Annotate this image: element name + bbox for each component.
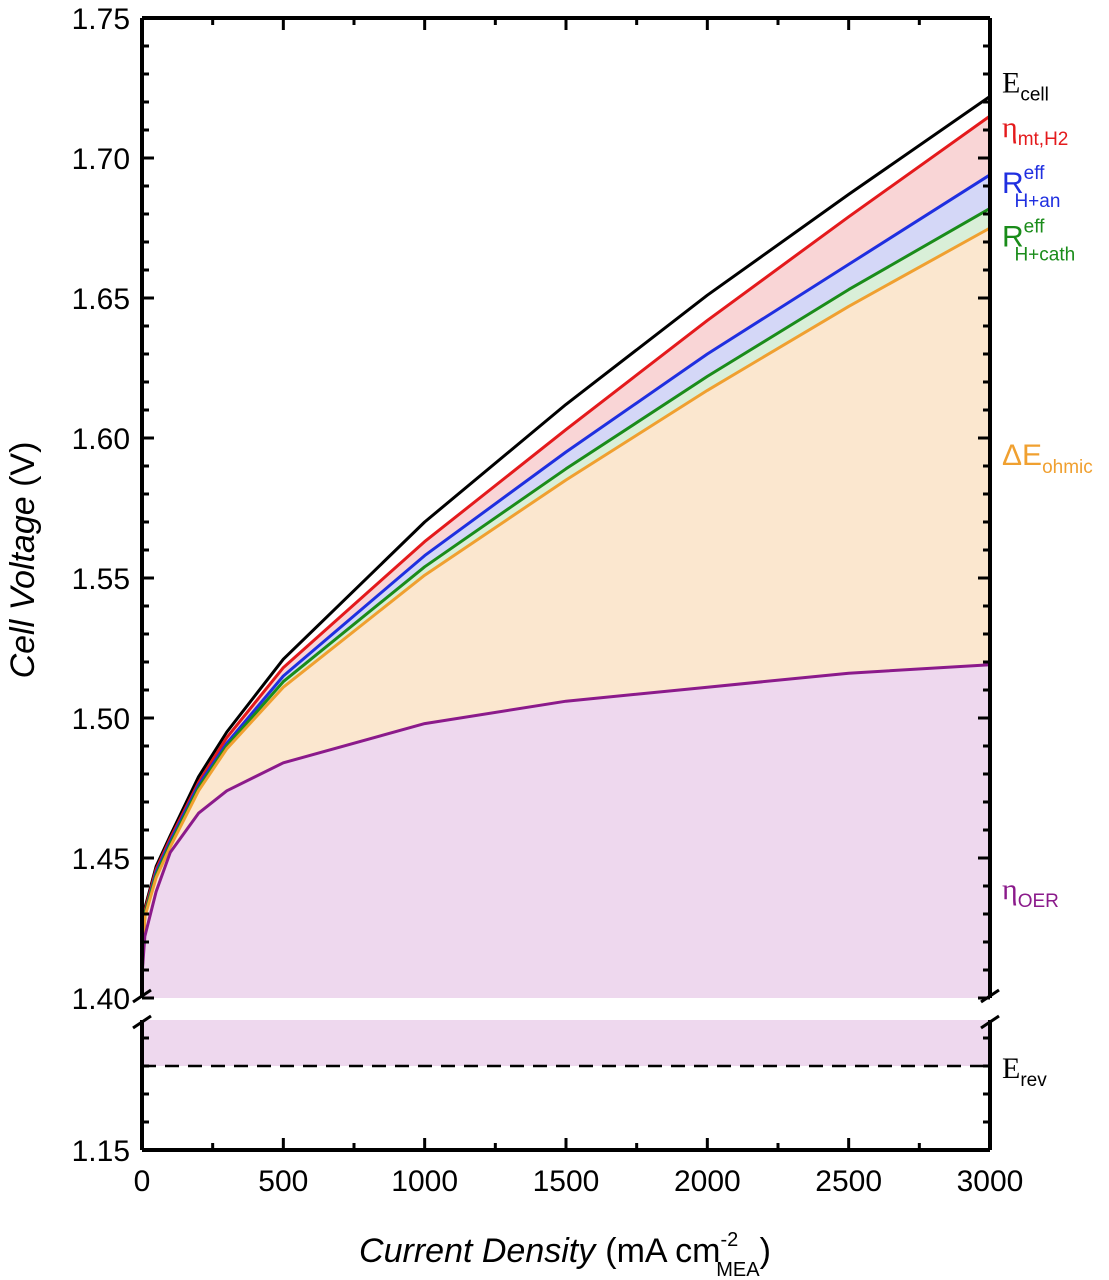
y-tick-label: 1.15 — [72, 1135, 130, 1168]
y-tick-label: 1.65 — [72, 283, 130, 316]
y-axis-title: Cell Voltage (V) — [4, 442, 42, 679]
annotation-erev: Erev — [1002, 1052, 1047, 1091]
x-tick-label: 3000 — [957, 1165, 1024, 1198]
band-mt — [142, 116, 990, 976]
tick-labels: 0 500 1000 1500 2000 2500 3000 1.40 1.45 1.50 1.55… — [72, 3, 1024, 1198]
axis-ticks — [140, 16, 992, 1152]
annotation-cath: Reff H+cath — [1002, 216, 1075, 265]
band-an — [142, 174, 990, 976]
annotation-ohmic: ΔEohmic — [1002, 439, 1093, 478]
y-tick-label: 1.55 — [72, 563, 130, 596]
y-tick-label: 1.60 — [72, 423, 130, 456]
break-mark-right-bottom — [980, 1014, 1000, 1030]
annotation-mt: ηmt,H2 — [1002, 111, 1068, 150]
annotation-oer: ηOER — [1002, 873, 1059, 912]
annotation-ecell: Ecell — [1002, 66, 1049, 105]
y-tick-label: 1.75 — [72, 3, 130, 36]
series-line-ohmic — [140, 226, 991, 976]
x-tick-label: 1500 — [533, 1165, 600, 1198]
y-tick-label: 1.50 — [72, 703, 130, 736]
series-line-oer — [140, 663, 991, 976]
x-tick-label: 0 — [134, 1165, 151, 1198]
x-tick-label: 2500 — [815, 1165, 882, 1198]
x-tick-label: 2000 — [674, 1165, 741, 1198]
band-ohmic — [142, 228, 990, 976]
annotation-an: Reff H+an — [1002, 163, 1060, 212]
x-tick-label: 1000 — [391, 1165, 458, 1198]
series-lines — [140, 95, 991, 1068]
x-tick-label: 500 — [258, 1165, 308, 1198]
band-oer-lower — [142, 1020, 990, 1066]
y-tick-label: 1.70 — [72, 143, 130, 176]
break-mark-left-bottom — [132, 1014, 152, 1030]
y-tick-label: 1.40 — [72, 983, 130, 1016]
stacked-area-fills — [142, 116, 990, 1066]
break-mark-right-top — [980, 988, 1000, 1004]
break-mark-left-top — [132, 988, 152, 1004]
x-axis-title: Current Density (mA cm-2 MEA) — [359, 1229, 771, 1280]
band-oer-upper — [142, 664, 990, 998]
y-tick-label: 1.45 — [72, 843, 130, 876]
